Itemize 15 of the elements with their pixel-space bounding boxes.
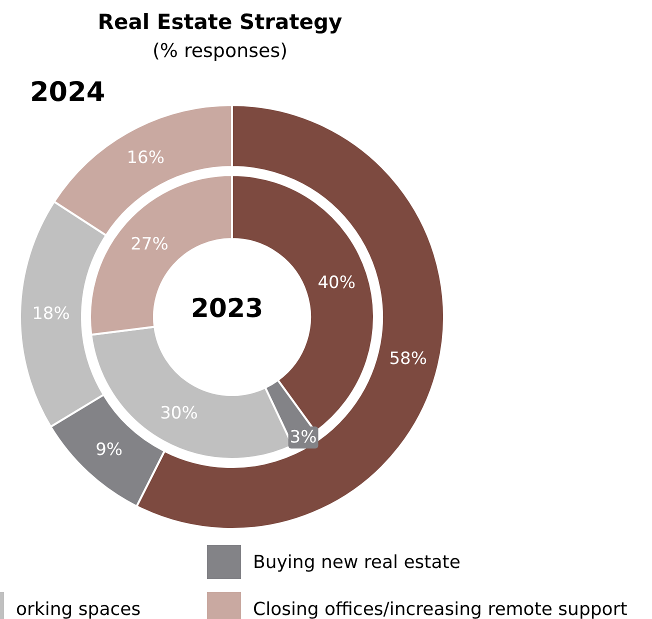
slice-label: 2024 (30, 77, 106, 108)
data-label: 27% (130, 234, 168, 254)
data-label: 3% (290, 428, 317, 448)
data-label: 16% (126, 148, 164, 168)
data-label: 18% (32, 304, 70, 324)
chart-title: Real Estate Strategy (96, 10, 344, 34)
data-label: 9% (96, 440, 123, 460)
chart-subtitle: (% responses) (151, 40, 289, 62)
legend-label: Buying new real estate (253, 552, 460, 572)
legend-label: Closing offices/increasing remote support (253, 598, 628, 619)
data-label: 30% (160, 403, 198, 424)
slice-label: 2023 (190, 294, 264, 324)
legend-label: orking spaces (16, 598, 141, 619)
data-label: 58% (389, 348, 427, 369)
data-label: 40% (318, 273, 356, 294)
